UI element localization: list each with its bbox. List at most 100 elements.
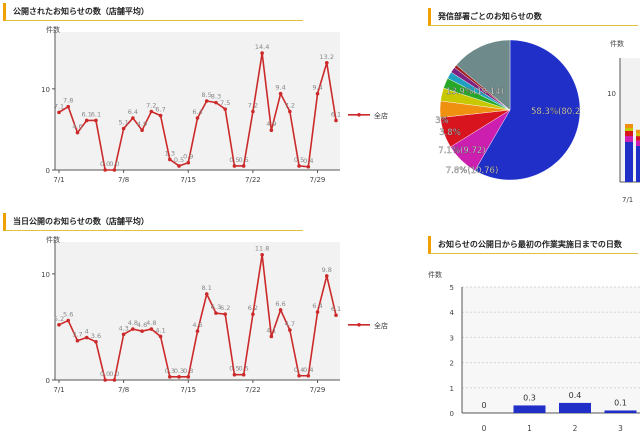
x-tick-label: 7/8 — [118, 176, 129, 184]
data-label: 4.7 — [285, 320, 295, 328]
data-label: 0.0 — [100, 370, 110, 378]
data-label: 6.2 — [220, 304, 230, 312]
data-point — [186, 375, 191, 379]
bar-value-label: 0.4 — [569, 391, 582, 400]
data-label: 4.1 — [155, 326, 165, 334]
data-point — [75, 338, 80, 343]
panel-title-days-to-first-task: お知らせの公開日から最初の作業実施日までの日数 — [428, 236, 638, 254]
data-label: 0.5 — [238, 156, 248, 164]
data-label: 4.9 — [266, 120, 276, 128]
data-point — [278, 308, 283, 312]
data-label: 6.1 — [331, 110, 341, 118]
data-label: 4 — [85, 328, 89, 336]
y-tick-label: 0 — [46, 377, 50, 385]
data-label: 6.4 — [128, 108, 138, 116]
bar — [604, 410, 637, 413]
data-label: 8.5 — [202, 91, 212, 99]
data-label: 4.3 — [118, 324, 128, 332]
data-point — [241, 164, 246, 168]
slice-label: 7.8%(10.76) — [446, 166, 499, 176]
y-tick-label: 4 — [450, 309, 455, 317]
y-tick-label: 0 — [450, 410, 454, 418]
data-point — [121, 126, 126, 131]
data-point — [140, 128, 144, 133]
data-point — [158, 113, 163, 118]
data-point — [177, 164, 181, 168]
bar-segment — [636, 136, 640, 141]
data-label: 6.3 — [211, 303, 221, 311]
bar-segment — [636, 146, 640, 182]
plot-area — [55, 242, 340, 380]
slice-label: 3.8% — [439, 128, 461, 138]
data-label: 6.7 — [155, 106, 165, 114]
data-point — [84, 335, 89, 340]
panel-title-same-day: 当日公開のお知らせの数（店舗平均） — [3, 213, 303, 231]
data-label: 4.6 — [192, 321, 202, 329]
days-bar-chart: 件数 0 1 2 3 4 5 0 0 0.3 1 0.4 2 0.1 3 — [428, 270, 640, 433]
bar-segment — [625, 131, 633, 136]
department-pie-chart: 58.3%(80.24) 7.8%(10.76) 7.1%(9.72) 3.8% 3% 1… — [435, 39, 580, 181]
data-label: 6.4 — [312, 302, 322, 310]
data-label: 0.0 — [109, 370, 119, 378]
data-label: 4.6 — [137, 321, 147, 329]
bar-segment — [625, 142, 633, 182]
bar — [513, 405, 546, 413]
y-axis-label: 件数 — [428, 270, 442, 279]
plot-area — [462, 287, 640, 413]
data-point — [57, 110, 61, 115]
data-label: 0.3 — [165, 367, 175, 375]
data-label: 11.8 — [255, 245, 269, 253]
data-label: 14.4 — [255, 43, 269, 51]
data-label: 4.6 — [72, 123, 82, 131]
data-point — [121, 332, 126, 337]
data-point — [177, 375, 181, 379]
data-point — [315, 310, 320, 314]
data-point — [195, 116, 200, 120]
data-point — [103, 378, 107, 382]
y-tick-label: 10 — [41, 271, 50, 279]
panel-title-published: 公開されたお知らせの数（店舗平均） — [3, 3, 303, 21]
data-label: 9.8 — [322, 266, 332, 274]
bar-segment — [636, 140, 640, 146]
x-tick-label: 7/15 — [180, 386, 196, 394]
y-tick-label: 1 — [450, 385, 454, 393]
department-bar-chart: 件数 10 7/1 — [607, 39, 640, 204]
x-tick-label: 7/1 — [53, 386, 64, 394]
slice-label: 58.3%(80.24) — [531, 107, 580, 117]
data-label: 13.2 — [320, 53, 334, 61]
data-label: 8.3 — [211, 93, 221, 101]
data-label: 9.4 — [312, 84, 322, 92]
data-label: 3.7 — [72, 331, 82, 339]
x-tick-label: 7/29 — [310, 386, 326, 394]
bar-value-label: 0.1 — [614, 398, 627, 407]
data-point — [288, 109, 292, 114]
data-label: 7.5 — [220, 99, 230, 107]
data-point — [232, 372, 237, 377]
data-label: 0.5 — [294, 156, 304, 164]
data-label: 6.1 — [91, 110, 101, 118]
data-point — [288, 328, 292, 332]
data-point — [214, 311, 218, 315]
data-point — [168, 375, 172, 379]
bar-value-label: 0.3 — [523, 393, 536, 402]
x-tick-label: 7/29 — [310, 176, 326, 184]
bar-segment — [636, 129, 640, 134]
data-point — [214, 100, 218, 105]
data-label: 4.8 — [128, 319, 138, 327]
data-label: 0.4 — [303, 366, 313, 374]
bar-segment — [625, 128, 633, 131]
bar — [559, 402, 591, 413]
data-point — [195, 329, 200, 333]
data-point — [269, 128, 274, 133]
data-point — [204, 99, 209, 103]
panel-title-departments: 発信部署ごとのお知らせの数 — [428, 8, 638, 26]
x-tick-label: 0 — [482, 424, 487, 433]
data-point — [223, 312, 227, 316]
data-point — [278, 91, 283, 96]
data-point — [251, 109, 255, 114]
data-label: 5.2 — [54, 315, 64, 323]
y-axis-label: 件数 — [46, 235, 60, 244]
y-axis-label: 件数 — [610, 39, 624, 48]
